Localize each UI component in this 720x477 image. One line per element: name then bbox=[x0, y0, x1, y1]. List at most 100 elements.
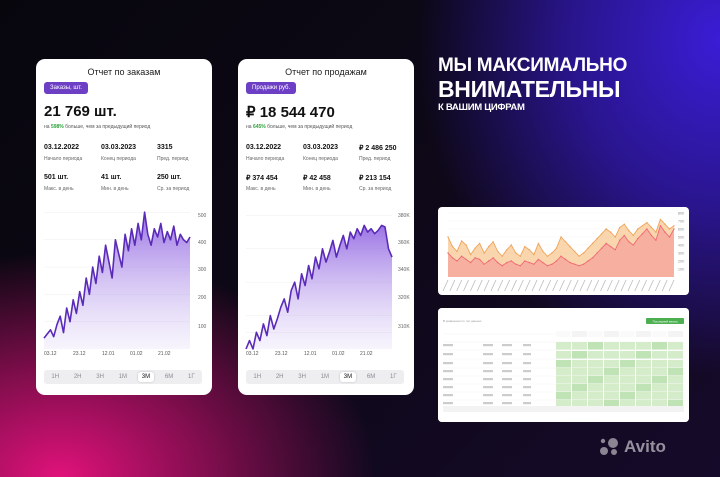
card-title: Отчет по заказам bbox=[87, 67, 161, 77]
metric-pill[interactable]: Заказы, шт. bbox=[44, 82, 88, 94]
tab-2w[interactable]: 2Н bbox=[73, 374, 82, 380]
data-point bbox=[619, 239, 621, 241]
stat-start-label: Начало периода bbox=[44, 156, 83, 162]
data-point bbox=[487, 245, 490, 248]
data-point bbox=[573, 263, 576, 265]
tab-3w[interactable]: 3Н bbox=[96, 374, 104, 380]
data-point bbox=[591, 257, 594, 259]
stat-avg-value: ₽ 213 154 bbox=[359, 175, 391, 182]
stat-end-value: 03.03.2023 bbox=[101, 144, 137, 151]
stat-max-label: Макс. в день bbox=[246, 186, 276, 192]
cell bbox=[523, 394, 531, 397]
tab-6m[interactable]: 6М bbox=[366, 374, 376, 380]
x-tick-mark bbox=[634, 279, 641, 292]
period-tabs: 1Н 2Н 3Н 1М 3М 6М 1Г bbox=[44, 370, 202, 384]
data-point bbox=[569, 245, 571, 248]
value-cell bbox=[604, 376, 619, 384]
cell bbox=[523, 402, 531, 405]
x-tick-mark bbox=[593, 279, 600, 292]
orders-area-chart bbox=[43, 211, 191, 349]
x-tick-mark bbox=[600, 279, 606, 292]
tab-1m[interactable]: 1М bbox=[118, 374, 128, 380]
value-cell bbox=[652, 360, 667, 368]
data-point bbox=[555, 247, 558, 249]
value-cell bbox=[636, 392, 651, 400]
data-point bbox=[614, 249, 616, 251]
data-point bbox=[673, 225, 675, 227]
x-tick-mark bbox=[476, 279, 483, 292]
data-point bbox=[474, 247, 476, 249]
value-cell bbox=[636, 351, 651, 359]
value-cell bbox=[572, 392, 587, 400]
cell bbox=[483, 362, 493, 365]
y-tick-label: 200 bbox=[678, 259, 684, 263]
data-point bbox=[623, 234, 625, 237]
x-tick-mark bbox=[572, 279, 579, 292]
tab-1w[interactable]: 1Н bbox=[51, 374, 60, 380]
data-point bbox=[478, 242, 481, 245]
data-point bbox=[605, 242, 607, 245]
avito-wordmark: Avito bbox=[624, 437, 666, 456]
table-footer bbox=[443, 406, 684, 412]
stat-avg-label: Ср. за период bbox=[359, 186, 392, 192]
tab-1y[interactable]: 1Г bbox=[188, 374, 195, 380]
tab-1w[interactable]: 1Н bbox=[253, 374, 262, 380]
cell bbox=[443, 378, 453, 381]
stat-max-value: 501 шт. bbox=[44, 174, 69, 181]
stat-prev-value: ₽ 2 486 250 bbox=[359, 145, 397, 152]
data-point bbox=[506, 249, 508, 251]
value-cell bbox=[636, 400, 651, 408]
x-tick-mark bbox=[668, 279, 675, 292]
y-tick-label: 800 bbox=[678, 211, 684, 215]
x-tick-mark bbox=[524, 279, 531, 292]
header-cell bbox=[556, 331, 571, 337]
stat-avg-label: Ср. за период bbox=[157, 186, 190, 192]
tab-1m[interactable]: 1М bbox=[320, 374, 330, 380]
value-cell bbox=[588, 351, 603, 359]
y-tick: 400 bbox=[198, 240, 207, 246]
cell bbox=[502, 394, 512, 397]
cell bbox=[443, 370, 453, 373]
y-tick-label: 100 bbox=[678, 267, 684, 271]
metric-pill[interactable]: Продажи руб. bbox=[246, 82, 297, 94]
data-point bbox=[605, 228, 607, 230]
value-cell bbox=[588, 360, 603, 368]
data-point bbox=[619, 226, 621, 229]
cell bbox=[483, 378, 493, 381]
tab-3m[interactable]: 3М bbox=[339, 372, 357, 382]
data-point bbox=[587, 260, 589, 262]
x-tick-mark bbox=[586, 279, 593, 292]
cell bbox=[502, 362, 512, 365]
filter-button bbox=[646, 318, 684, 324]
value-cell bbox=[572, 376, 587, 384]
comparison-table-panel: В сравнении по топ данных Последний месяц bbox=[438, 308, 689, 422]
headline-line2: ВНИМАТЕЛЬНЫ bbox=[438, 76, 621, 102]
cell bbox=[502, 386, 512, 389]
series-line bbox=[245, 224, 393, 350]
stat-prev-label: Пред. период bbox=[157, 156, 189, 162]
tab-3m[interactable]: 3М bbox=[137, 372, 155, 382]
y-tick-label: 400 bbox=[678, 243, 684, 247]
value-cell bbox=[620, 376, 635, 384]
data-point bbox=[551, 252, 553, 254]
tab-6m[interactable]: 6М bbox=[164, 374, 174, 380]
tab-1y[interactable]: 1Г bbox=[390, 374, 397, 380]
data-point bbox=[668, 236, 671, 238]
data-point bbox=[497, 250, 499, 253]
x-tick-mark bbox=[565, 279, 572, 292]
data-point bbox=[664, 231, 666, 233]
data-point bbox=[641, 233, 644, 235]
data-point bbox=[447, 252, 449, 254]
comparison-table: В сравнении по топ данных Последний месяц bbox=[438, 308, 689, 422]
cell bbox=[483, 370, 493, 373]
data-point bbox=[650, 226, 653, 229]
value-cell bbox=[604, 351, 619, 359]
tab-2w[interactable]: 2Н bbox=[275, 374, 284, 380]
value-cell bbox=[636, 360, 651, 368]
data-point bbox=[483, 252, 485, 254]
data-point bbox=[546, 255, 549, 257]
data-point bbox=[560, 255, 562, 257]
data-point bbox=[659, 225, 662, 227]
value-cell bbox=[588, 368, 603, 376]
tab-3w[interactable]: 3Н bbox=[298, 374, 306, 380]
